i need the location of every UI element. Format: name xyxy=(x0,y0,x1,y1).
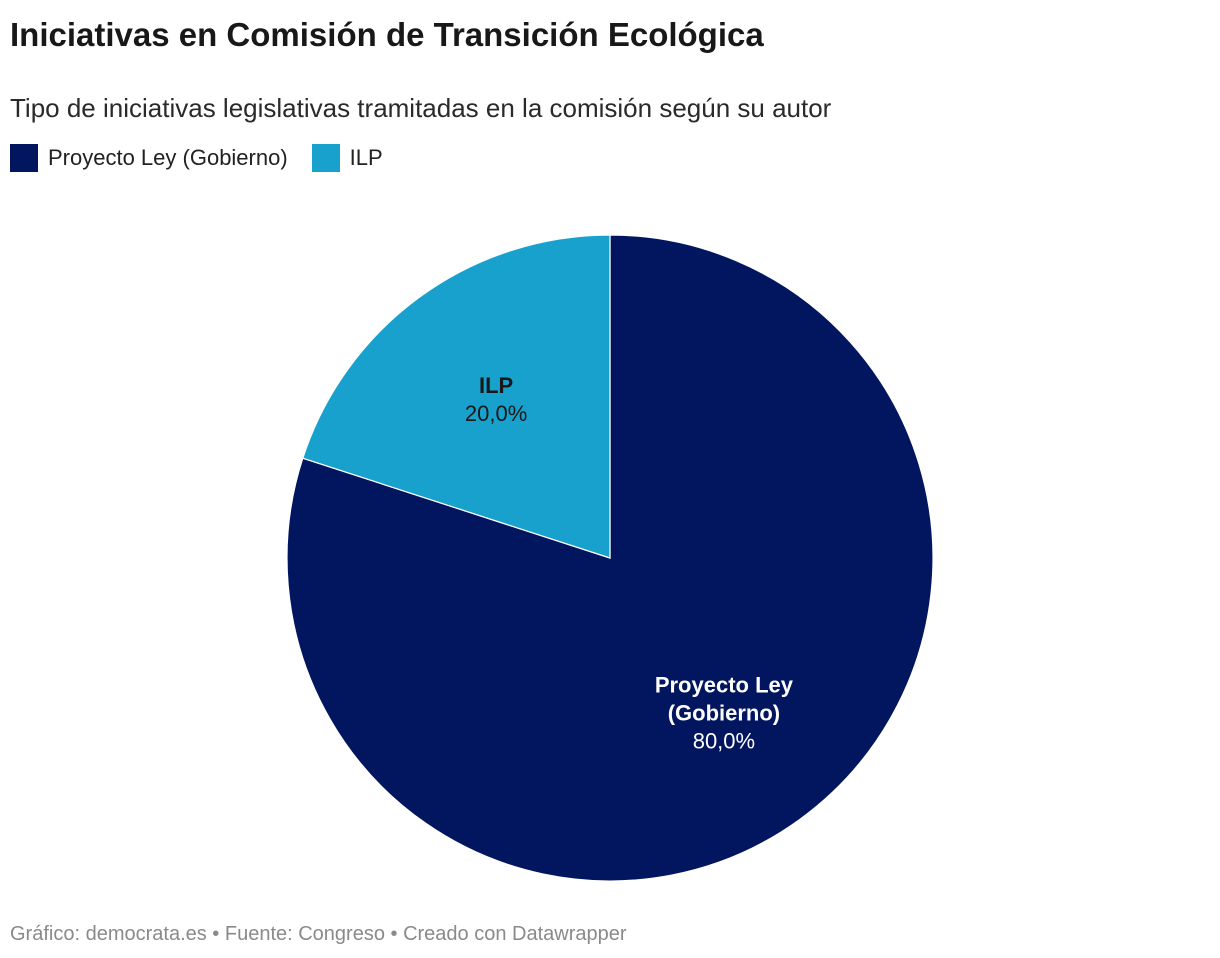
chart-subtitle: Tipo de iniciativas legislativas tramita… xyxy=(10,93,832,123)
legend: Proyecto Ley (Gobierno) ILP xyxy=(10,144,407,172)
slice-value-label: 20,0% xyxy=(465,401,527,426)
slice-category-label: Proyecto Ley xyxy=(655,673,794,698)
slice-value-label: 80,0% xyxy=(693,729,755,754)
slice-category-label: ILP xyxy=(479,373,513,398)
slice-label-proyecto-ley: Proyecto Ley (Gobierno) 80,0% xyxy=(655,673,794,754)
legend-swatch-ilp xyxy=(311,144,340,172)
legend-item-ilp: ILP xyxy=(311,144,383,172)
legend-label-ilp: ILP xyxy=(349,145,383,170)
legend-item-proyecto-ley: Proyecto Ley (Gobierno) xyxy=(10,144,288,172)
legend-label-proyecto-ley: Proyecto Ley (Gobierno) xyxy=(48,145,288,170)
chart-footer: Gráfico: democrata.es • Fuente: Congreso… xyxy=(10,923,627,945)
legend-swatch-proyecto-ley xyxy=(10,144,38,172)
slice-label-ilp: ILP 20,0% xyxy=(465,373,527,426)
pie-slice-ilp xyxy=(302,234,611,559)
chart-title: Iniciativas en Comisión de Transición Ec… xyxy=(10,16,764,53)
slice-category-label: (Gobierno) xyxy=(668,701,780,726)
